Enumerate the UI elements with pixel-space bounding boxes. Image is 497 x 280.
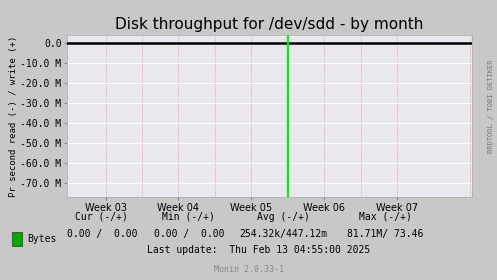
Text: Avg (-/+): Avg (-/+) (257, 212, 310, 222)
Title: Disk throughput for /dev/sdd - by month: Disk throughput for /dev/sdd - by month (115, 17, 424, 32)
Text: 254.32k/447.12m: 254.32k/447.12m (239, 228, 328, 239)
Text: Cur (-/+): Cur (-/+) (76, 212, 128, 222)
Text: Munin 2.0.33-1: Munin 2.0.33-1 (214, 265, 283, 274)
Text: Min (-/+): Min (-/+) (163, 212, 215, 222)
Text: 0.00 /  0.00: 0.00 / 0.00 (67, 228, 137, 239)
Text: Max (-/+): Max (-/+) (359, 212, 412, 222)
Y-axis label: Pr second read (-) / write (+): Pr second read (-) / write (+) (8, 36, 17, 197)
Text: Last update:  Thu Feb 13 04:55:00 2025: Last update: Thu Feb 13 04:55:00 2025 (147, 245, 370, 255)
Text: Bytes: Bytes (27, 234, 57, 244)
Text: 0.00 /  0.00: 0.00 / 0.00 (154, 228, 224, 239)
Text: RRDTOOL / TOBI OETIKER: RRDTOOL / TOBI OETIKER (488, 60, 494, 153)
Text: 81.71M/ 73.46: 81.71M/ 73.46 (347, 228, 423, 239)
